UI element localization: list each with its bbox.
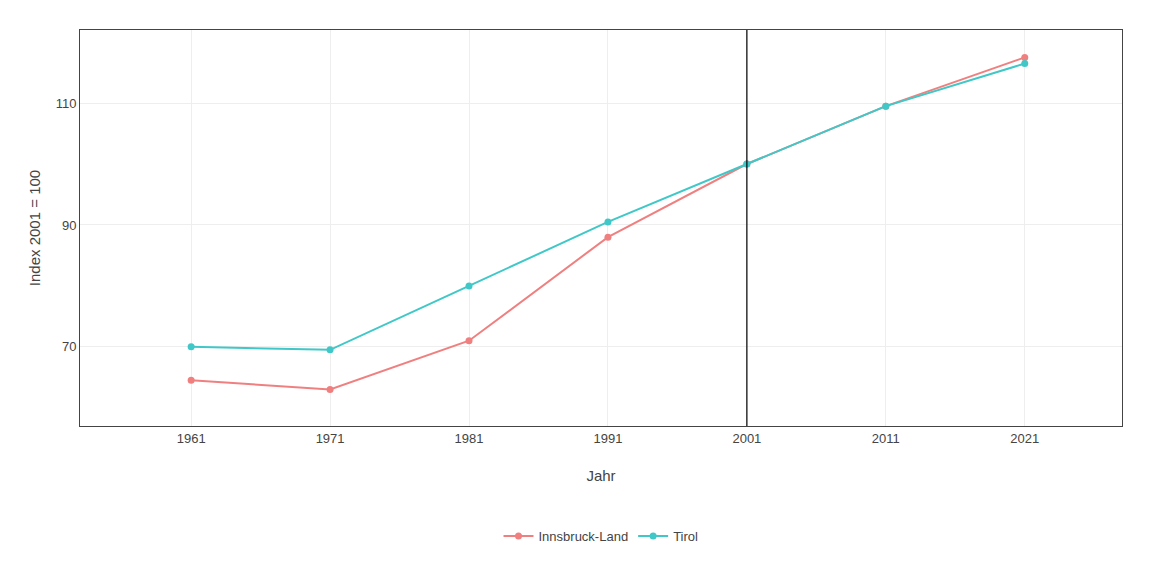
svg-text:2011: 2011	[872, 431, 900, 446]
svg-text:1971: 1971	[316, 431, 345, 446]
svg-text:70: 70	[62, 339, 76, 354]
svg-text:Innsbruck-Land: Innsbruck-Land	[539, 529, 629, 544]
svg-text:90: 90	[62, 218, 76, 233]
svg-text:1981: 1981	[455, 431, 484, 446]
svg-text:2021: 2021	[1010, 431, 1039, 446]
svg-text:Index 2001 = 100: Index 2001 = 100	[26, 170, 43, 286]
svg-text:1991: 1991	[593, 431, 622, 446]
svg-text:110: 110	[56, 96, 77, 111]
svg-text:1961: 1961	[177, 431, 206, 446]
svg-text:Jahr: Jahr	[586, 467, 615, 484]
svg-text:2001: 2001	[732, 431, 761, 446]
svg-text:Tirol: Tirol	[673, 529, 698, 544]
